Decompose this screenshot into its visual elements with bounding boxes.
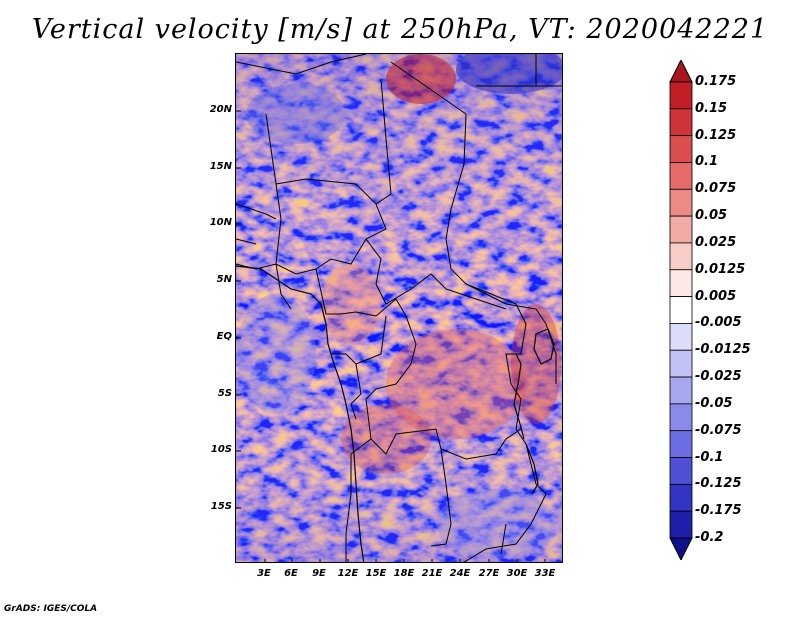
updraft-zone [386,54,456,104]
colorbar-segment [669,242,693,271]
colorbar-label: -0.0125 [695,342,751,358]
colorbar-label: -0.175 [695,503,742,519]
updraft-zone [341,404,431,474]
lon-label-33e: 33E [534,568,556,579]
lon-label-3e: 3E [257,568,271,579]
downdraft-zone [436,489,556,559]
velocity-field [236,54,562,562]
country-borders [236,54,562,562]
updraft-zone [321,264,381,344]
lon-label-12e: 12E [337,568,359,579]
lon-label-9e: 9E [312,568,326,579]
coastline [236,265,555,562]
colorbar-segment [669,296,693,324]
colorbar-segment [669,430,693,458]
colorbar-label: 0.15 [695,100,728,116]
colorbar-label: 0.025 [695,234,737,250]
colorbar-segment [669,269,693,297]
colorbar-segment [669,349,693,378]
colorbar-segment [669,323,693,351]
lon-label-24e: 24E [449,568,471,579]
colorbar-label: 0.075 [695,181,737,197]
colorbar-label: 0.05 [695,208,728,224]
lon-label-27e: 27E [478,568,500,579]
colorbar-segment [669,188,693,217]
colorbar-label: -0.125 [695,476,742,492]
lon-label-15e: 15E [365,568,387,579]
colorbar-label: 0.175 [695,74,737,89]
lat-label-5n: 5N [216,274,232,285]
colorbar-segment [669,376,693,405]
downdraft-zone [246,84,346,144]
colorbar-label: 0.0125 [695,261,746,277]
lat-label-20n: 20N [209,104,232,115]
colorbar-label: -0.2 [695,530,724,545]
colorbar-segment [669,108,693,137]
downdraft-zone [236,294,316,414]
colorbar-label: 0.005 [695,288,737,304]
colorbar-label: 0.125 [695,127,737,143]
lat-label-15n: 15N [209,161,232,172]
colorbar-segment [669,215,693,244]
colorbar-cap-top [669,60,693,83]
colorbar-cap-bottom [669,537,693,560]
lat-label-10s: 10S [210,444,232,455]
colorbar [669,60,693,560]
colorbar-segment [669,510,693,539]
updraft-zone [386,329,526,439]
colorbar-label: -0.05 [695,395,733,411]
colorbar-segment [669,162,693,190]
colorbar-segment [669,483,693,512]
colorbar-segment [669,81,693,110]
colorbar-label: -0.025 [695,369,742,385]
colorbar-segment [669,135,693,163]
axis-ticks [236,110,546,562]
colorbar-segment [669,457,693,485]
lon-label-21e: 21E [421,568,443,579]
colorbar-label: -0.1 [695,449,724,465]
colorbar-label: 0.1 [695,154,719,170]
chart-title: Vertical velocity [m/s] at 250hPa, VT: 2… [31,14,769,45]
lon-label-6e: 6E [284,568,298,579]
colorbar-label: -0.005 [695,315,742,331]
lat-label-5s: 5S [217,388,232,399]
footer-credit: GrADS: IGES/COLA [4,604,98,614]
colorbar-segment [669,403,693,432]
lon-label-30e: 30E [506,568,528,579]
lat-label-10n: 10N [209,217,232,228]
lat-label-eq: EQ [216,331,232,342]
colorbar-label: -0.075 [695,422,742,438]
lat-label-15s: 15S [210,501,232,512]
lon-label-18e: 18E [393,568,415,579]
updraft-zone [511,304,561,424]
map-plot-area [235,53,563,563]
